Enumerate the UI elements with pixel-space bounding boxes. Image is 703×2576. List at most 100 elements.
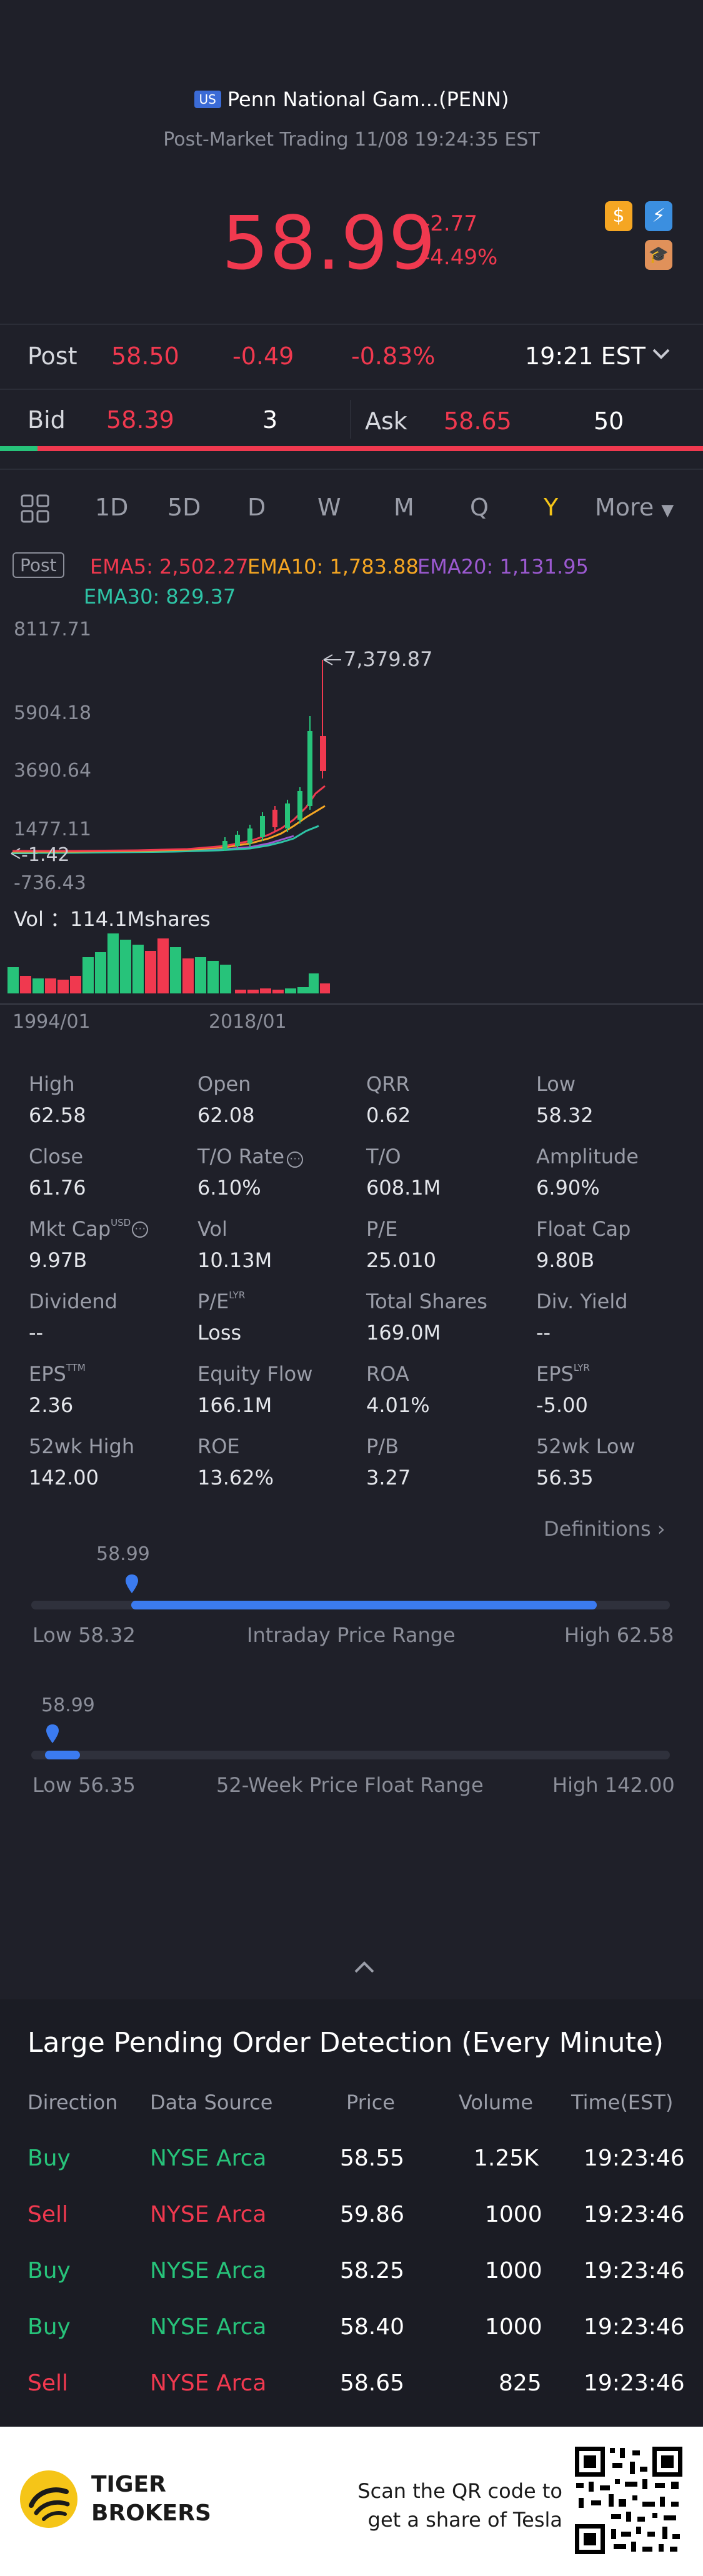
stat-label: Low bbox=[536, 1072, 576, 1096]
bid-price: 58.39 bbox=[106, 406, 174, 434]
tab-1d[interactable]: 1D bbox=[95, 494, 129, 521]
stat-label-text: Mkt Cap bbox=[29, 1217, 111, 1241]
tab-d[interactable]: D bbox=[247, 494, 266, 521]
definitions-link[interactable]: Definitions › bbox=[544, 1517, 666, 1541]
order-direction: Buy bbox=[27, 2258, 71, 2284]
usd-superscript: USD bbox=[111, 1217, 131, 1228]
orders-col-volume: Volume bbox=[459, 2091, 534, 2114]
candle-body bbox=[260, 816, 265, 837]
stat-value: 0.62 bbox=[366, 1103, 411, 1127]
lyr-superscript: LYR bbox=[573, 1362, 590, 1373]
order-time: 19:23:46 bbox=[584, 2370, 685, 2396]
tiger-logo-icon bbox=[20, 2470, 77, 2528]
ema5-label: EMA5: 2,502.27 bbox=[90, 555, 249, 579]
stat-value: 4.01% bbox=[366, 1393, 430, 1417]
stat-label: Amplitude bbox=[536, 1145, 639, 1168]
order-source: NYSE Arca bbox=[150, 2202, 267, 2227]
candle-body bbox=[235, 835, 240, 846]
stat-label: EPSTTM bbox=[29, 1362, 86, 1386]
chevron-up-icon[interactable] bbox=[354, 1961, 375, 1974]
stat-label-text: P/E bbox=[197, 1290, 229, 1313]
intraday-high: High 62.58 bbox=[564, 1623, 674, 1647]
stat-label: T/O Rate ⋯ bbox=[197, 1145, 304, 1168]
stat-label: 52wk Low bbox=[536, 1435, 636, 1458]
more-info-icon[interactable]: ⋯ bbox=[132, 1221, 149, 1238]
stat-value: 56.35 bbox=[536, 1466, 594, 1489]
chevron-down-icon[interactable] bbox=[652, 347, 671, 361]
stat-value: -- bbox=[29, 1321, 44, 1345]
dollar-icon[interactable]: $ bbox=[605, 201, 632, 231]
stat-label: P/ELYR bbox=[197, 1290, 245, 1313]
stat-label: Div. Yield bbox=[536, 1290, 628, 1313]
brand-line1: TIGER bbox=[91, 2472, 166, 2497]
ttm-superscript: TTM bbox=[66, 1362, 86, 1373]
location-pin-icon bbox=[46, 1724, 59, 1743]
divider bbox=[350, 400, 351, 439]
tab-m[interactable]: M bbox=[394, 494, 414, 521]
ask-price: 58.65 bbox=[444, 407, 512, 435]
grid-icon[interactable] bbox=[20, 494, 50, 524]
stat-label: ROE bbox=[197, 1435, 240, 1458]
order-direction: Buy bbox=[27, 2146, 71, 2171]
week52-title: 52-Week Price Float Range bbox=[216, 1773, 484, 1797]
peak-price-marker: 7,379.87 bbox=[344, 647, 433, 671]
market-badge: US bbox=[194, 91, 221, 108]
candle-body bbox=[307, 731, 312, 806]
stat-label: P/B bbox=[366, 1435, 399, 1458]
intraday-marker-label: 58.99 bbox=[96, 1543, 150, 1565]
tab-y[interactable]: Y bbox=[544, 494, 559, 521]
stat-label-text: T/O Rate bbox=[197, 1145, 285, 1168]
orders-col-source: Data Source bbox=[150, 2091, 273, 2114]
more-info-icon[interactable]: ⋯ bbox=[287, 1151, 304, 1168]
tab-q[interactable]: Q bbox=[470, 494, 489, 521]
intraday-low: Low 58.32 bbox=[32, 1623, 136, 1647]
stock-title: US Penn National Gam...(PENN) bbox=[0, 87, 703, 111]
tab-more[interactable]: More ▼ bbox=[595, 494, 674, 521]
current-price-marker: -1.42 bbox=[21, 844, 70, 866]
y-tick: 8117.71 bbox=[14, 619, 92, 640]
x-tick: 1994/01 bbox=[12, 1011, 91, 1033]
education-icon[interactable]: 🎓 bbox=[645, 240, 672, 270]
x-tick: 2018/01 bbox=[209, 1011, 287, 1033]
intraday-range-fill bbox=[131, 1601, 597, 1609]
order-volume: 1.25K bbox=[474, 2146, 539, 2171]
peak-arrow bbox=[323, 654, 341, 665]
volume-label: Vol ：114.1Mshares bbox=[14, 907, 211, 931]
stat-label: Close bbox=[29, 1145, 84, 1168]
ema30-label: EMA30: 829.37 bbox=[84, 585, 236, 609]
price-change-pct: -4.49% bbox=[422, 245, 498, 270]
stat-value: 166.1M bbox=[197, 1393, 272, 1417]
stat-label: Vol bbox=[197, 1217, 227, 1241]
week52-high: High 142.00 bbox=[552, 1773, 675, 1797]
volume-chart bbox=[7, 933, 330, 993]
orders-col-price: Price bbox=[346, 2091, 396, 2114]
stat-label: P/E bbox=[366, 1217, 398, 1241]
stat-value: 61.76 bbox=[29, 1176, 86, 1200]
tab-more-label: More bbox=[595, 494, 654, 521]
intraday-title: Intraday Price Range bbox=[247, 1623, 456, 1647]
x-axis bbox=[0, 1003, 703, 1005]
candle-body bbox=[247, 828, 252, 843]
post-time: 19:21 EST bbox=[525, 342, 646, 370]
stat-value: 6.10% bbox=[197, 1176, 261, 1200]
candle-body bbox=[320, 736, 326, 771]
y-tick: -736.43 bbox=[14, 872, 86, 894]
orders-col-time: Time(EST) bbox=[571, 2091, 674, 2114]
stat-value: 13.62% bbox=[197, 1466, 274, 1489]
stat-value: 9.97B bbox=[29, 1248, 87, 1272]
tab-5d[interactable]: 5D bbox=[167, 494, 201, 521]
lightning-icon[interactable]: ⚡ bbox=[645, 201, 672, 231]
tab-w[interactable]: W bbox=[317, 494, 341, 521]
stat-value: 142.00 bbox=[29, 1466, 99, 1489]
order-price: 58.55 bbox=[340, 2146, 405, 2171]
price-chart[interactable] bbox=[0, 625, 703, 887]
stat-value: 2.36 bbox=[29, 1393, 74, 1417]
ask-strength-bar bbox=[37, 446, 703, 451]
order-source: NYSE Arca bbox=[150, 2370, 267, 2396]
definitions-label: Definitions bbox=[544, 1517, 651, 1541]
stat-value: 3.27 bbox=[366, 1466, 411, 1489]
week52-low: Low 56.35 bbox=[32, 1773, 136, 1797]
stat-label: High bbox=[29, 1072, 75, 1096]
order-price: 58.40 bbox=[340, 2314, 405, 2340]
